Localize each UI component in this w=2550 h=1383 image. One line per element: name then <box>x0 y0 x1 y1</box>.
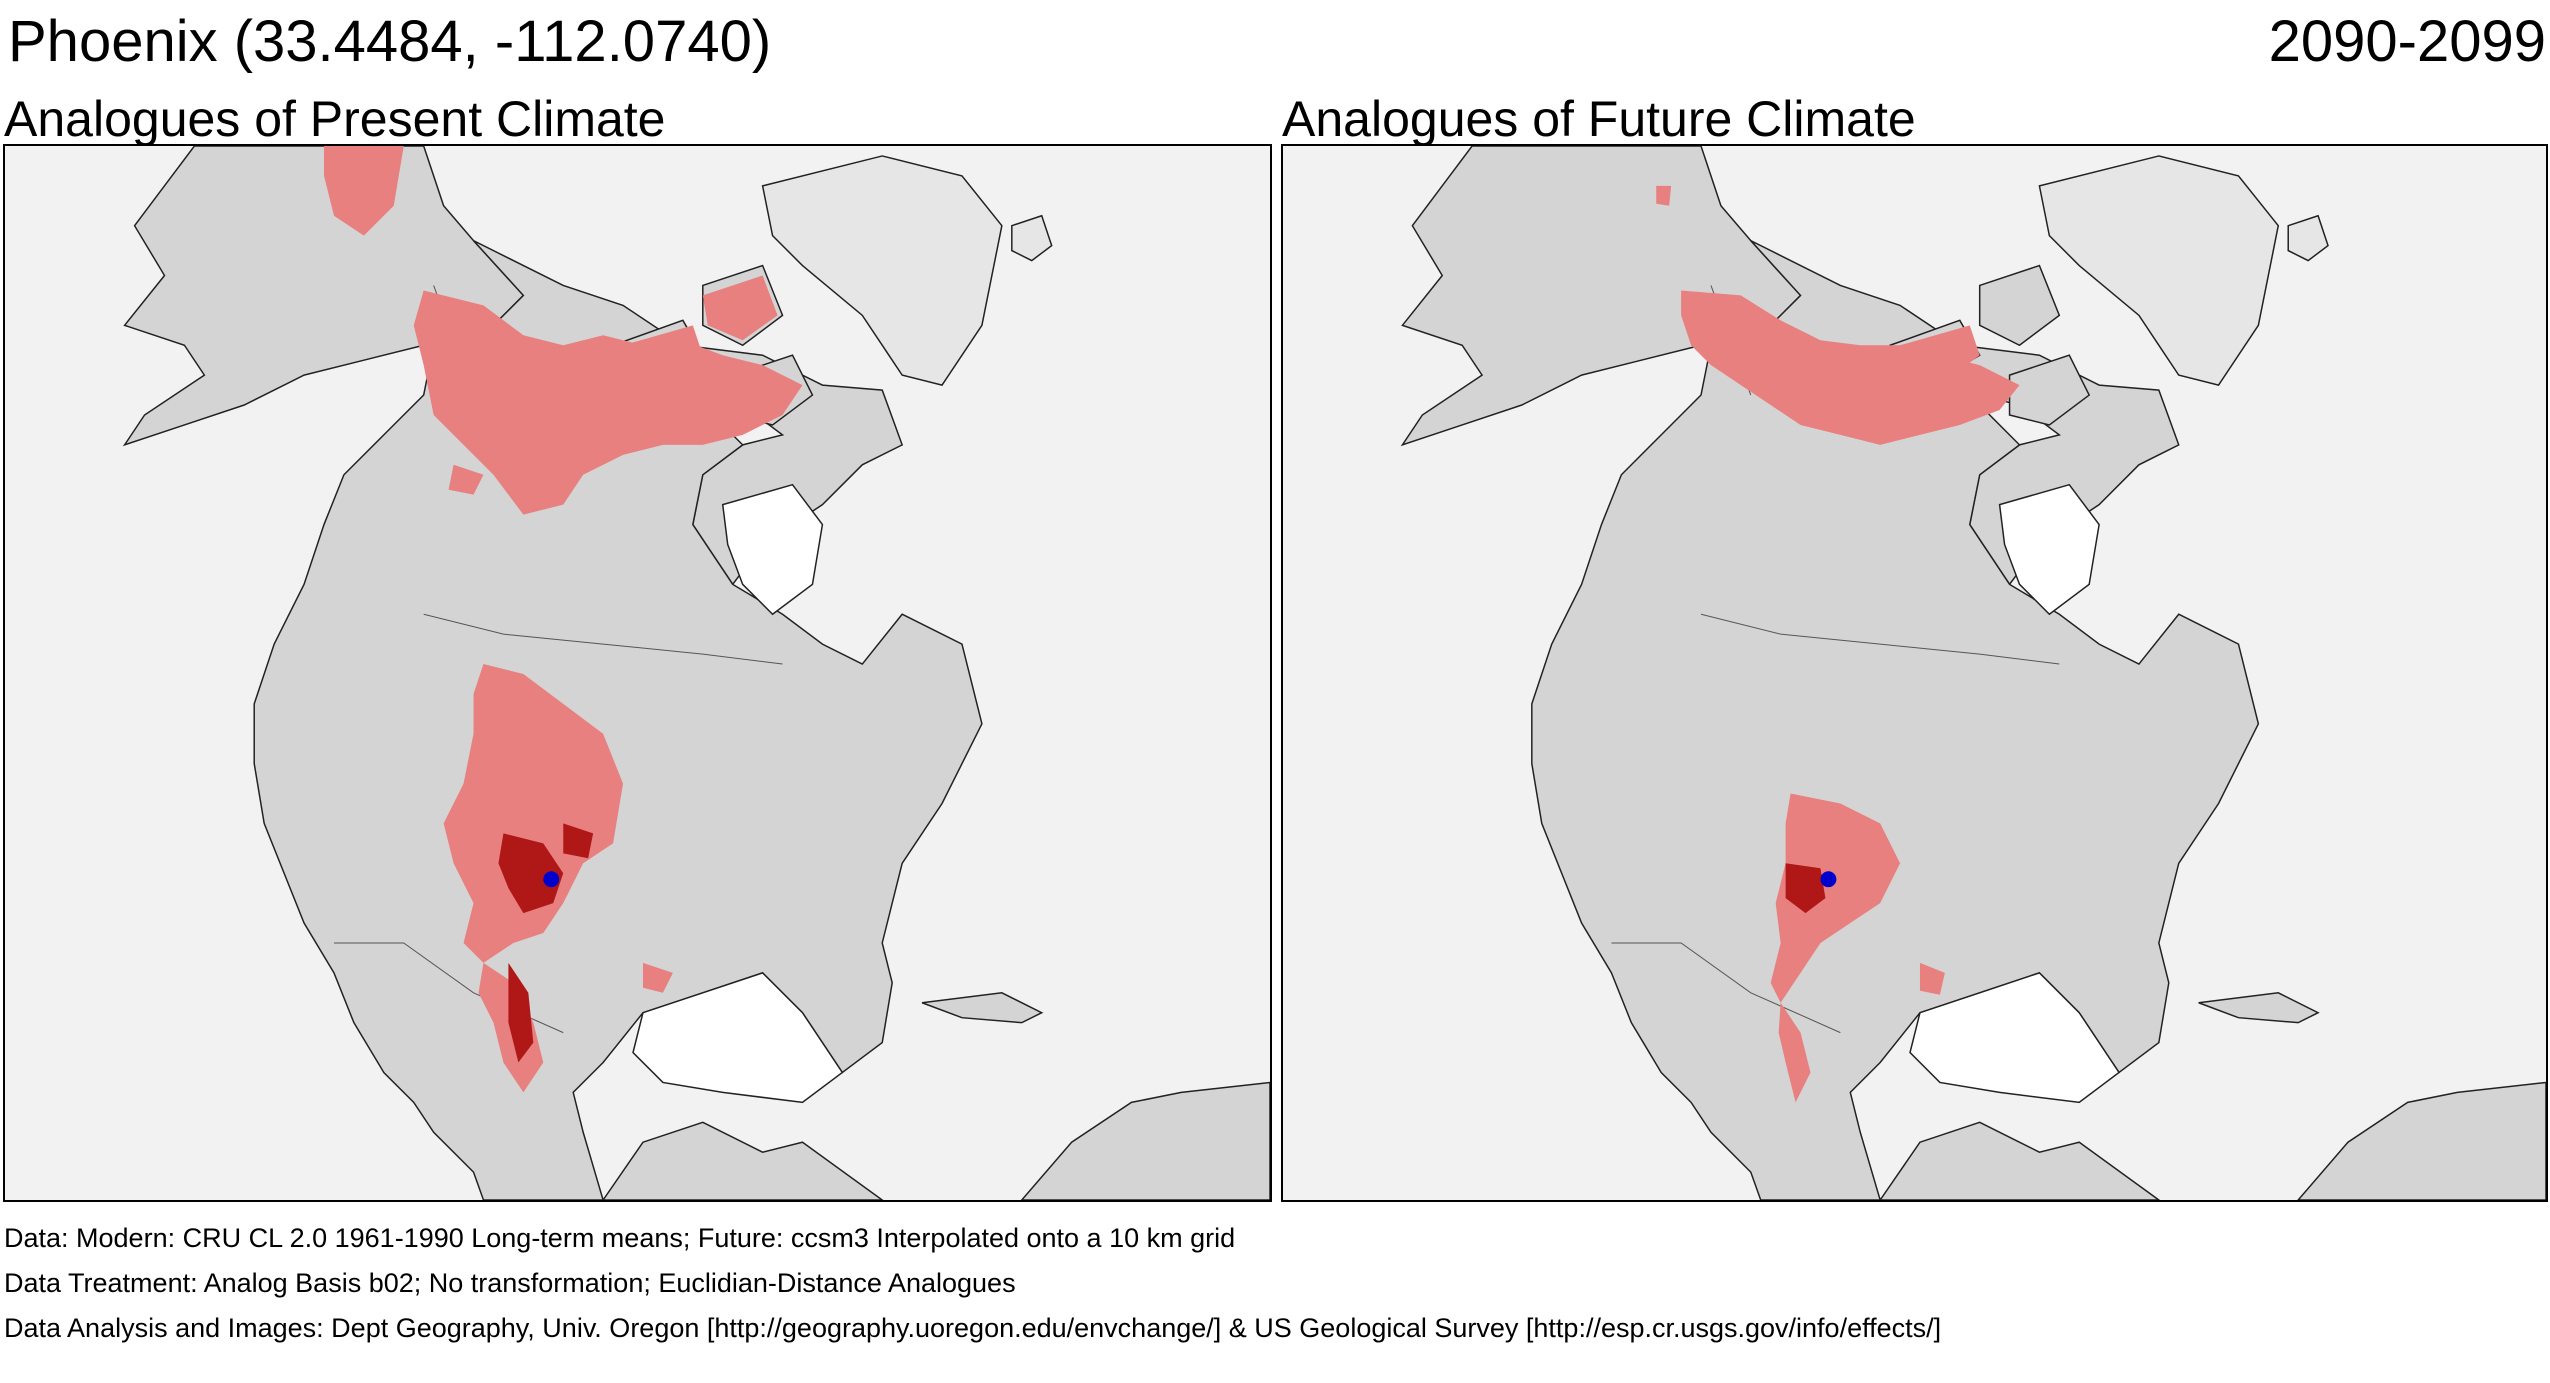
hudson-bay <box>1998 483 2100 616</box>
future-climate-map <box>1281 144 2548 1202</box>
cuba-island <box>2198 992 2320 1024</box>
future-map-svg <box>1400 146 2546 1200</box>
analog-mexico <box>642 962 673 993</box>
continent-body <box>1531 344 2260 1200</box>
gulf-of-mexico <box>1909 972 2121 1104</box>
land-layer <box>122 146 1270 1200</box>
phoenix-location-marker <box>1820 871 1837 888</box>
analog-core-arizona <box>498 833 564 914</box>
us-mexico-border <box>1611 942 1841 1034</box>
analog-core-baja <box>508 962 534 1063</box>
arctic-island-2 <box>1978 264 2061 347</box>
future-panel-title: Analogues of Future Climate <box>1282 91 1916 147</box>
analog-yukon <box>448 464 484 495</box>
south-america-landmass <box>2297 1081 2546 1200</box>
page-title: Phoenix (33.4484, -112.0740) <box>8 9 772 74</box>
footer-data-source: Data: Modern: CRU CL 2.0 1961-1990 Long-… <box>4 1223 1236 1253</box>
south-america-landmass <box>1020 1081 1270 1200</box>
present-panel-title: Analogues of Present Climate <box>4 91 666 147</box>
analog-alaska <box>323 146 404 236</box>
analog-regions-dark <box>1785 863 1826 914</box>
period-label: 2090-2099 <box>2268 9 2546 74</box>
footer-data-analysis: Data Analysis and Images: Dept Geography… <box>4 1313 1942 1343</box>
present-map-svg <box>122 146 1270 1200</box>
land-layer <box>1400 146 2546 1200</box>
greenland-landmass <box>2038 155 2280 386</box>
gulf-of-mexico <box>632 972 844 1104</box>
phoenix-location-marker <box>543 871 560 888</box>
analog-regions-dark <box>498 823 594 1063</box>
analog-arctic-canada <box>1681 290 2020 445</box>
analog-alaska-small <box>1656 185 1672 206</box>
analog-arctic-canada <box>413 290 803 515</box>
hudson-bay <box>721 483 824 616</box>
arctic-island-3 <box>2008 354 2091 426</box>
analog-regions-light <box>1656 185 2020 1103</box>
central-america-landmass <box>602 1121 884 1200</box>
analog-sw-us-main <box>443 664 624 963</box>
us-canada-border <box>423 613 783 665</box>
iceland-island <box>2287 214 2329 262</box>
central-america-landmass <box>1879 1121 2161 1200</box>
analog-sw-us <box>1770 793 1901 1003</box>
analog-baja <box>1778 1002 1811 1103</box>
present-climate-map <box>3 144 1272 1202</box>
analog-core-utah <box>563 823 594 859</box>
cuba-island <box>921 992 1044 1024</box>
analog-core-arizona <box>1785 863 1826 914</box>
us-canada-border <box>1700 613 2060 665</box>
greenland-landmass <box>761 155 1003 386</box>
analog-mexico <box>1919 962 1945 995</box>
footer-data-treatment: Data Treatment: Analog Basis b02; No tra… <box>4 1268 1016 1298</box>
iceland-island <box>1011 214 1053 262</box>
analog-arctic-islands <box>623 275 778 386</box>
